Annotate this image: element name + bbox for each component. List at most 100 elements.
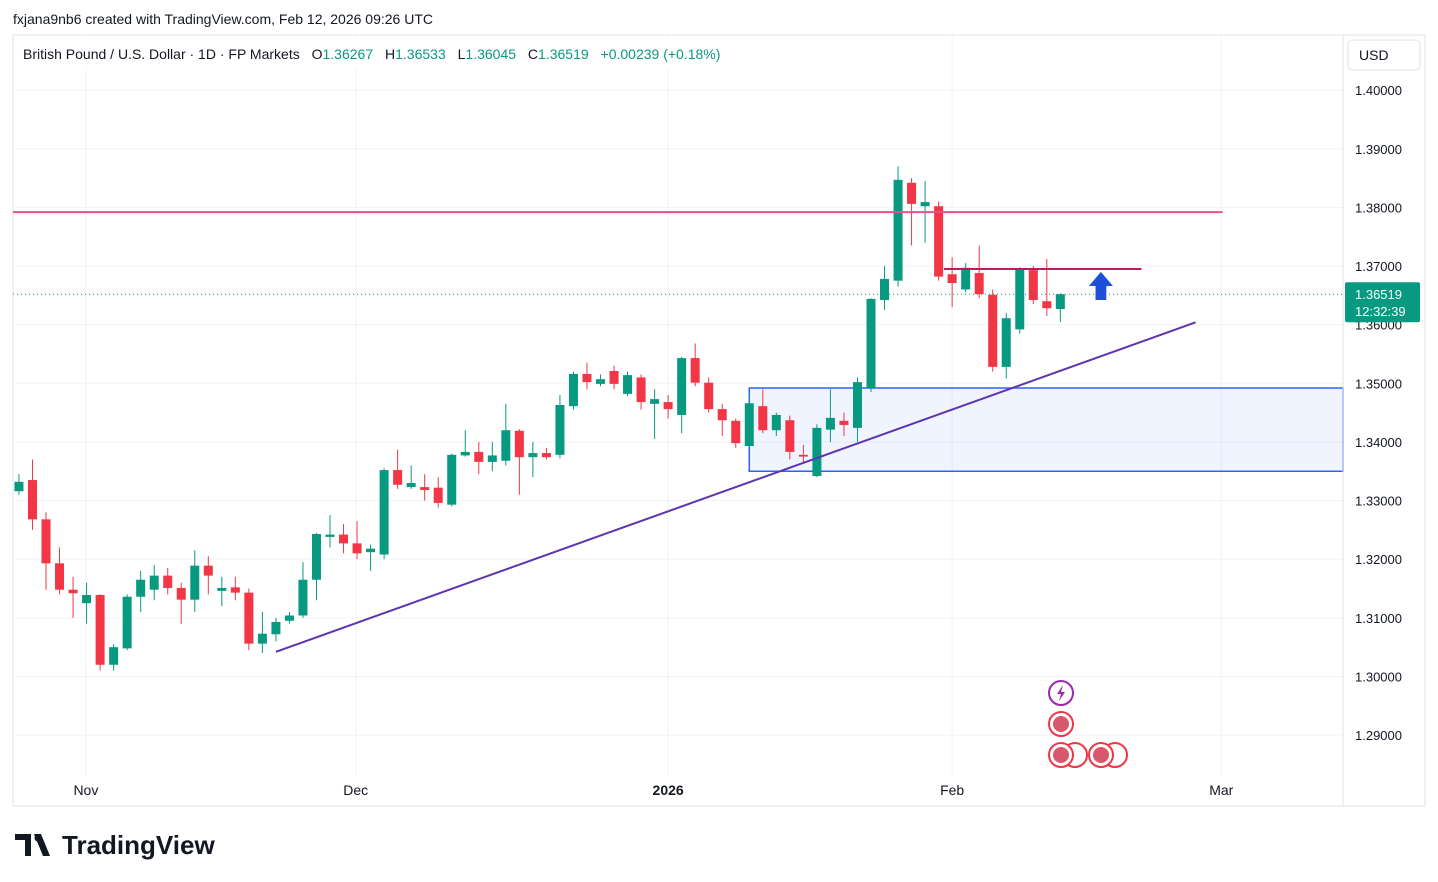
currency[interactable]: USD	[1359, 47, 1389, 63]
candle-body	[1042, 301, 1052, 309]
candle-body	[514, 430, 524, 458]
candle-body	[974, 273, 984, 295]
candle-body	[609, 370, 619, 384]
candle-body	[433, 487, 443, 503]
candle-body	[1015, 268, 1025, 330]
candle-body	[14, 481, 24, 492]
arrow	[1088, 271, 1113, 301]
candle-body	[636, 377, 646, 403]
candle-body	[352, 543, 362, 554]
y-tick-label: 1.38000	[1355, 200, 1402, 215]
candle-body	[758, 406, 768, 431]
candle-body	[555, 405, 565, 455]
x-tick-label: Dec	[343, 782, 368, 798]
candle-body	[663, 402, 673, 410]
price-label: 1.36519	[1355, 287, 1402, 302]
logo-mark	[34, 834, 42, 842]
candle-body	[690, 358, 700, 383]
candle-body	[271, 621, 281, 635]
candle-body	[568, 373, 578, 407]
candle-body	[825, 417, 835, 430]
candle-body	[880, 278, 890, 301]
candle-body	[339, 534, 349, 544]
candle-body	[298, 579, 308, 616]
candle-body	[677, 358, 687, 415]
candle-body	[934, 206, 944, 277]
candle-body	[501, 430, 511, 461]
candle-body	[1001, 318, 1011, 367]
candle-body	[217, 587, 227, 591]
candle-body	[947, 274, 957, 284]
candle-body	[1055, 294, 1065, 310]
candle-body	[244, 592, 254, 644]
x-tick-label: Mar	[1209, 782, 1233, 798]
y-tick-label: 1.30000	[1355, 669, 1402, 684]
candle-body	[650, 399, 660, 404]
currency-button[interactable]	[1347, 39, 1421, 71]
candle-body	[771, 414, 781, 431]
legend-bg	[14, 38, 754, 68]
candle-body	[474, 451, 484, 462]
candle-body	[379, 470, 389, 555]
candle-body	[27, 480, 37, 520]
candle-body	[122, 596, 132, 649]
ohlc-value: 1.36519	[538, 46, 589, 62]
y-tick-label: 1.32000	[1355, 552, 1402, 567]
candle-body	[596, 379, 606, 384]
candle-body	[257, 633, 267, 644]
candle-body	[406, 482, 416, 488]
change: +0.00239 (+0.18%)	[601, 46, 721, 62]
event-icon-glyph	[1053, 716, 1069, 732]
symbol-title: British Pound / U.S. Dollar · 1D · FP Ma…	[23, 46, 300, 62]
ohlc-value: 1.36267	[323, 46, 374, 62]
y-tick-label: 1.35000	[1355, 376, 1402, 391]
brand-logo: TradingView	[15, 830, 215, 860]
countdown: 12:32:39	[1355, 304, 1406, 319]
candle-body	[744, 403, 754, 447]
candle-body	[717, 409, 727, 421]
candle-body	[988, 294, 998, 367]
candle-body	[704, 382, 714, 410]
ohlc-value: 1.36533	[395, 46, 446, 62]
candle-body	[812, 427, 822, 476]
candle-body	[623, 375, 633, 394]
candle-body	[460, 451, 470, 456]
ohlc-value: 1.36045	[465, 46, 516, 62]
drawings	[13, 211, 1223, 653]
candles	[13, 166, 1343, 671]
y-tick-label: 1.40000	[1355, 83, 1402, 98]
price-label-bg	[1345, 282, 1420, 323]
candle-body	[487, 455, 497, 462]
candle-body	[1028, 270, 1038, 301]
candle-body	[284, 615, 294, 621]
grid	[13, 35, 1343, 775]
ohlc-letter: L	[458, 46, 466, 62]
axes: 1.29000 1.30000 1.31000 1.32000 1.33000 1.340…	[73, 35, 1420, 806]
event-icons	[1048, 680, 1128, 768]
candle-body	[311, 534, 321, 580]
candle-body	[68, 589, 78, 594]
candle-body	[82, 594, 92, 604]
candle-body	[366, 548, 376, 553]
candle-body	[852, 382, 862, 428]
legend: British Pound / U.S. Dollar · 1D · FP Ma…	[23, 46, 720, 62]
candle-body	[393, 470, 403, 485]
candle-body	[176, 587, 186, 600]
candle-body	[582, 373, 592, 383]
candle-body	[136, 579, 146, 597]
candle-body	[528, 453, 538, 458]
y-tick-label: 1.31000	[1355, 611, 1402, 626]
y-tick-label: 1.37000	[1355, 259, 1402, 274]
candle-body	[203, 565, 213, 576]
brand-name: TradingView	[62, 830, 215, 860]
candle-body	[163, 575, 173, 588]
x-tick-label: Feb	[940, 782, 964, 798]
candle-body	[541, 453, 551, 458]
candle-body	[866, 298, 876, 388]
y-tick-label: 1.29000	[1355, 728, 1402, 743]
ohlc-letter: H	[385, 46, 395, 62]
candle-body	[325, 534, 335, 537]
candle-body	[109, 647, 119, 665]
